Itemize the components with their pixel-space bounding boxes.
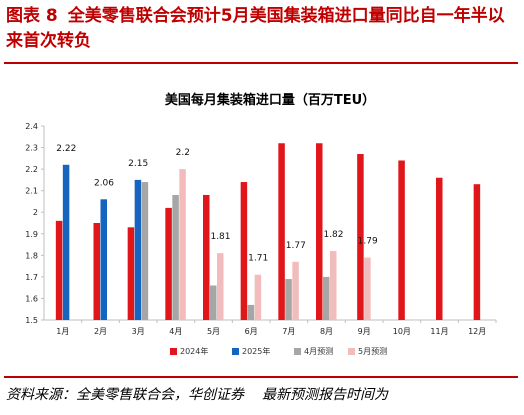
bar [357,154,364,320]
source-suffix: 最新预测报告时间为 [262,387,388,403]
y-tick-label: 2.2 [25,165,38,174]
figure-label: 图表 8 [6,6,58,26]
source-note: 资料来源：全美零售联合会，华创证券 最新预测报告时间为 [6,385,518,405]
bar [165,207,172,320]
bar [316,143,323,320]
y-tick-label: 1.8 [25,251,38,260]
bar [247,304,255,320]
y-tick-label: 2.1 [25,187,38,196]
y-tick-label: 2.3 [25,144,38,153]
bar [398,160,405,320]
source-prefix: 资料来源：全美零售联合会，华创证券 [6,387,244,403]
bar [473,184,481,320]
bar [93,223,100,320]
x-tick-label: 11月 [430,327,448,336]
bar [134,179,142,320]
x-tick-label: 1月 [56,327,69,336]
bar [217,253,224,320]
legend-swatch [294,348,301,355]
legend-label: 4月预测 [304,346,333,356]
bar [172,194,179,320]
legend-swatch [170,348,177,355]
x-tick-label: 8月 [320,327,333,336]
chart-title: 美国每月集装箱进口量（百万TEU） [165,92,375,108]
title-rule [4,62,518,64]
bar [330,251,337,320]
x-tick-label: 2月 [94,327,107,336]
y-tick-label: 1.7 [25,273,38,282]
source-rule [4,376,518,378]
x-tick-label: 12月 [468,327,486,336]
legend-swatch [348,348,355,355]
y-tick-label: 1.6 [25,294,38,303]
figure-title-text: 全美零售联合会预计5月美国集装箱进口量同比自一年半以来首次转负 [6,6,505,51]
x-tick-label: 4月 [169,327,182,336]
x-tick-label: 10月 [393,327,411,336]
bar-chart: 美国每月集装箱进口量（百万TEU）1.51.61.71.81.922.12.22… [25,92,497,356]
x-tick-label: 9月 [358,327,371,336]
bar [323,276,330,320]
x-tick-label: 5月 [207,327,220,336]
data-label: 1.77 [286,241,306,251]
bar [436,177,443,320]
legend-swatch [232,348,239,355]
data-label: 1.82 [323,230,343,240]
bar [203,194,210,320]
bar [141,182,149,320]
y-tick-label: 1.5 [25,316,38,325]
data-label: 1.79 [358,236,378,246]
y-tick-label: 2 [33,208,38,217]
bar [364,257,371,320]
bar [210,285,217,320]
legend-label: 5月预测 [358,346,387,356]
data-label: 2.06 [94,178,114,188]
x-tick-label: 6月 [245,327,258,336]
bar [100,199,107,320]
bar [55,220,63,320]
legend-label: 2025年 [242,346,270,356]
legend-label: 2024年 [180,346,208,356]
figure-title: 图表 8 全美零售联合会预计5月美国集装箱进口量同比自一年半以来首次转负 [6,4,518,54]
x-tick-label: 7月 [282,327,295,336]
y-tick-label: 1.9 [25,230,38,239]
data-label: 1.71 [248,254,268,264]
y-tick-label: 2.4 [25,122,38,131]
bar [62,164,70,320]
bar [127,227,135,320]
data-label: 2.15 [128,159,148,169]
data-label: 2.22 [56,144,76,154]
bar [278,143,285,320]
bar [179,169,186,320]
bar [254,274,262,320]
data-label: 1.81 [210,232,230,242]
bar [285,279,292,320]
data-label: 2.2 [176,148,190,158]
x-tick-label: 3月 [132,327,145,336]
bar [240,182,248,320]
bar [292,261,299,320]
